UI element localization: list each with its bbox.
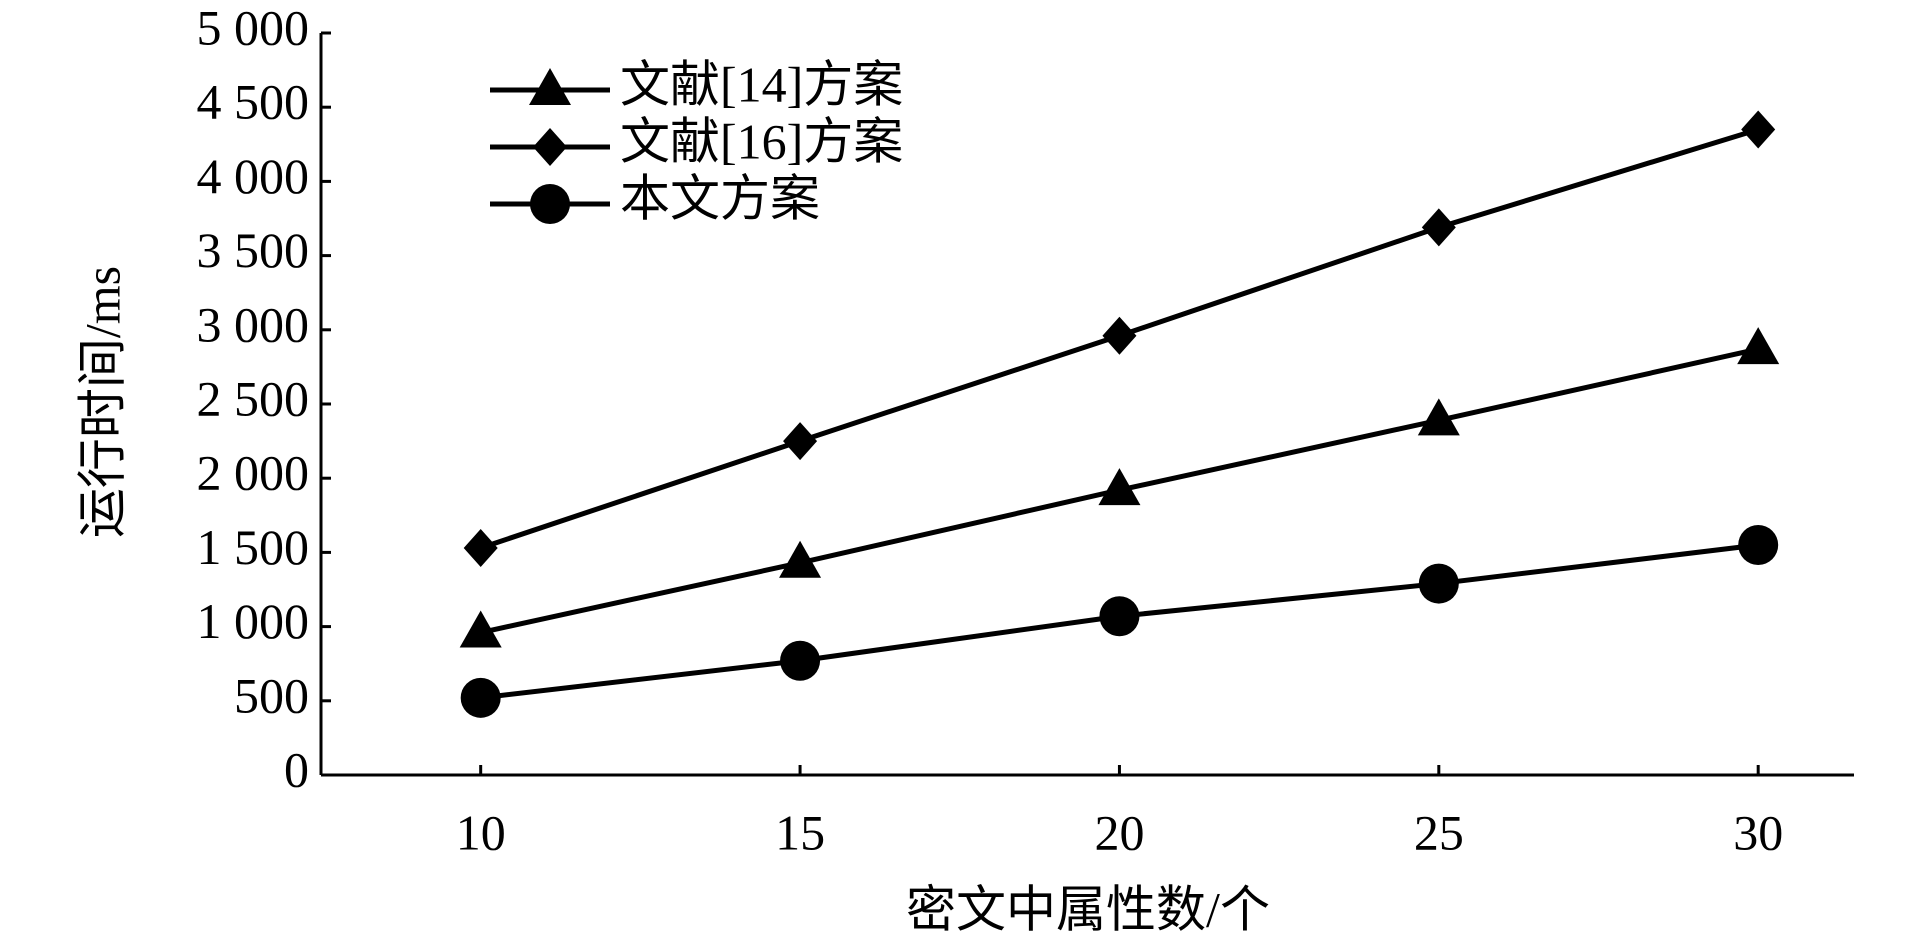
x-tick-label: 20: [1094, 804, 1144, 860]
marker: [1418, 563, 1459, 604]
marker: [1417, 398, 1460, 436]
marker: [779, 540, 822, 578]
marker: [463, 528, 498, 567]
marker: [1102, 316, 1137, 355]
marker: [783, 422, 818, 461]
legend-label: 本文方案: [620, 170, 820, 226]
y-tick-label: 4 500: [197, 74, 310, 130]
y-tick-label: 1 500: [197, 519, 310, 575]
marker: [1099, 596, 1140, 637]
marker: [460, 677, 501, 718]
y-tick-label: 2 000: [197, 445, 310, 501]
y-tick-label: 1 000: [197, 593, 310, 649]
y-axis-label: 运行时间/ms: [74, 266, 130, 538]
x-tick-label: 25: [1414, 804, 1464, 860]
x-tick-label: 10: [456, 804, 506, 860]
legend-label: 文献[16]方案: [620, 113, 903, 169]
y-tick-label: 5 000: [197, 0, 310, 55]
x-tick-label: 15: [775, 804, 825, 860]
marker: [1741, 110, 1776, 149]
y-tick-label: 2 500: [197, 370, 310, 426]
marker: [533, 128, 567, 166]
x-tick-label: 30: [1733, 804, 1783, 860]
y-tick-label: 500: [234, 667, 309, 723]
marker: [459, 610, 502, 648]
marker: [530, 184, 570, 224]
marker: [529, 68, 571, 105]
marker: [1738, 524, 1779, 565]
marker: [780, 640, 821, 681]
y-tick-label: 3 500: [197, 222, 310, 278]
marker: [1737, 327, 1780, 365]
legend-label: 文献[14]方案: [620, 56, 903, 112]
y-tick-label: 4 000: [197, 148, 310, 204]
y-tick-label: 3 000: [197, 296, 310, 352]
y-tick-label: 0: [284, 741, 309, 797]
marker: [1098, 468, 1141, 506]
marker: [1421, 208, 1456, 247]
x-axis-label: 密文中属性数/个: [906, 881, 1270, 937]
